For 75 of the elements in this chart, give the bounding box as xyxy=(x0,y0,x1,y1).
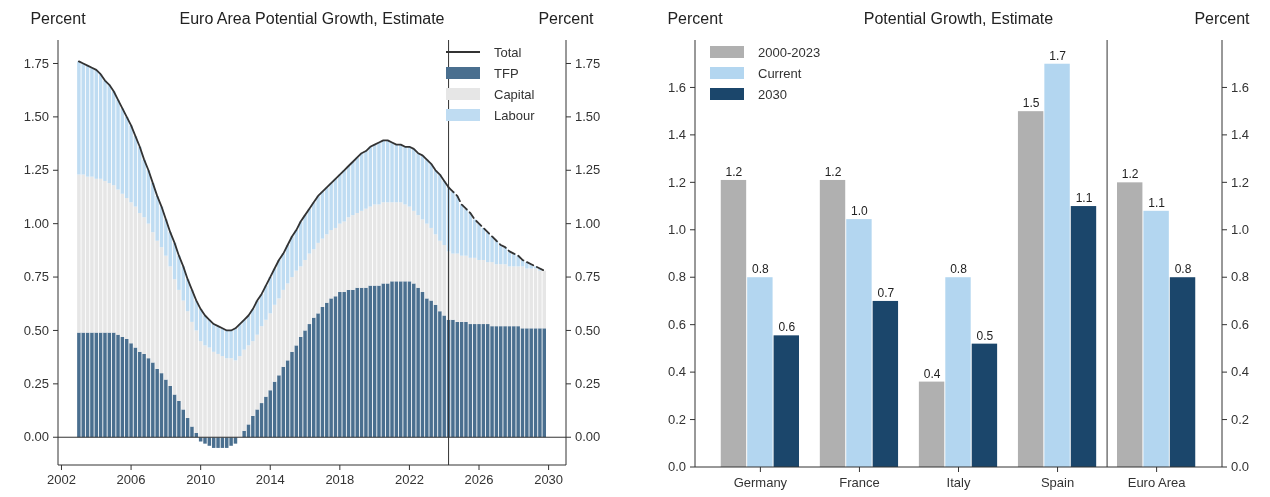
x-tick-label: Spain xyxy=(1040,475,1075,490)
x-tick-label: Italy xyxy=(946,475,971,490)
data-label: 0.7 xyxy=(877,285,895,300)
data-label: 1.2 xyxy=(725,164,743,179)
y-tick-label: 1.25 xyxy=(23,162,49,178)
y2-tick-label: 1.25 xyxy=(575,162,601,178)
y-axis-title: Percent xyxy=(30,10,87,27)
y2-tick-label: 0.00 xyxy=(575,429,601,445)
legend-label: Capital xyxy=(494,86,535,102)
y-tick-label: 0.50 xyxy=(23,322,49,338)
y2-tick-label: 1.00 xyxy=(575,215,601,231)
y2-tick-label: 1.0 xyxy=(1231,221,1250,237)
y2-tick-label: 0.50 xyxy=(575,322,601,338)
y-axis-title: Percent xyxy=(667,10,724,27)
y-tick-label: 0.0 xyxy=(667,459,686,475)
data-label: 1.1 xyxy=(1075,191,1093,206)
chart-title: Euro Area Potential Growth, Estimate xyxy=(179,10,445,27)
y2-tick-label: 0.2 xyxy=(1231,411,1250,427)
y-tick-label: 1.00 xyxy=(23,215,49,231)
data-label: 0.4 xyxy=(923,366,941,381)
y-tick-label: 0.00 xyxy=(23,429,49,445)
y2-tick-label: 1.50 xyxy=(575,109,601,125)
data-label: 0.8 xyxy=(1174,262,1192,277)
data-label: 0.6 xyxy=(778,320,796,335)
data-label: 1.7 xyxy=(1049,48,1067,63)
legend-label: Labour xyxy=(494,107,536,123)
data-label: 0.8 xyxy=(950,262,968,277)
data-label: 1.1 xyxy=(1148,195,1166,210)
y2-tick-label: 0.8 xyxy=(1231,269,1250,285)
y-tick-label: 1.75 xyxy=(23,55,49,71)
x-tick-label: Euro Area xyxy=(1127,475,1187,490)
legend-label: TFP xyxy=(494,65,519,81)
y2-tick-label: 0.75 xyxy=(575,269,601,285)
y-tick-label: 1.2 xyxy=(667,174,686,190)
legend-label: 2030 xyxy=(758,86,787,102)
y2-axis-title: Percent xyxy=(538,10,595,27)
x-tick-label: 2030 xyxy=(534,472,564,487)
x-tick-label: 2006 xyxy=(116,472,146,487)
data-label: 0.8 xyxy=(752,262,770,277)
x-tick-label: 2018 xyxy=(325,472,355,487)
y2-tick-label: 1.75 xyxy=(575,55,601,71)
data-label: 1.0 xyxy=(851,204,869,219)
x-tick-label: 2026 xyxy=(464,472,494,487)
y-tick-label: 1.4 xyxy=(667,127,686,143)
y-tick-label: 0.6 xyxy=(667,316,686,332)
y2-tick-label: 0.4 xyxy=(1231,364,1250,380)
x-tick-label: 2014 xyxy=(255,472,285,487)
data-label: 0.5 xyxy=(976,328,994,343)
y-tick-label: 0.75 xyxy=(23,269,49,285)
y-tick-label: 0.4 xyxy=(667,364,686,380)
x-tick-label: France xyxy=(839,475,880,490)
legend-label: Current xyxy=(758,65,802,81)
y2-tick-label: 1.6 xyxy=(1231,79,1250,95)
y2-tick-label: 1.4 xyxy=(1231,127,1250,143)
y-tick-label: 1.6 xyxy=(667,79,686,95)
x-tick-label: 2010 xyxy=(186,472,216,487)
x-tick-label: Germany xyxy=(733,475,788,490)
y-tick-label: 0.2 xyxy=(667,411,686,427)
y-tick-label: 1.0 xyxy=(667,221,686,237)
y-tick-label: 1.50 xyxy=(23,109,49,125)
y2-tick-label: 0.6 xyxy=(1231,316,1250,332)
legend-label: Total xyxy=(494,44,522,60)
legend-label: 2000-2023 xyxy=(758,44,821,60)
y2-tick-label: 0.0 xyxy=(1231,459,1250,475)
x-tick-label: 2002 xyxy=(47,472,76,487)
y-tick-label: 0.25 xyxy=(23,376,49,391)
y2-axis-title: Percent xyxy=(1194,10,1251,27)
x-tick-label: 2022 xyxy=(394,472,424,487)
data-label: 1.5 xyxy=(1022,96,1040,111)
chart-title: Potential Growth, Estimate xyxy=(863,10,1054,27)
y-tick-label: 0.8 xyxy=(667,269,686,285)
data-label: 1.2 xyxy=(824,164,842,179)
y2-tick-label: 1.2 xyxy=(1231,174,1250,190)
y2-tick-label: 0.25 xyxy=(575,376,601,391)
data-label: 1.2 xyxy=(1121,167,1139,182)
